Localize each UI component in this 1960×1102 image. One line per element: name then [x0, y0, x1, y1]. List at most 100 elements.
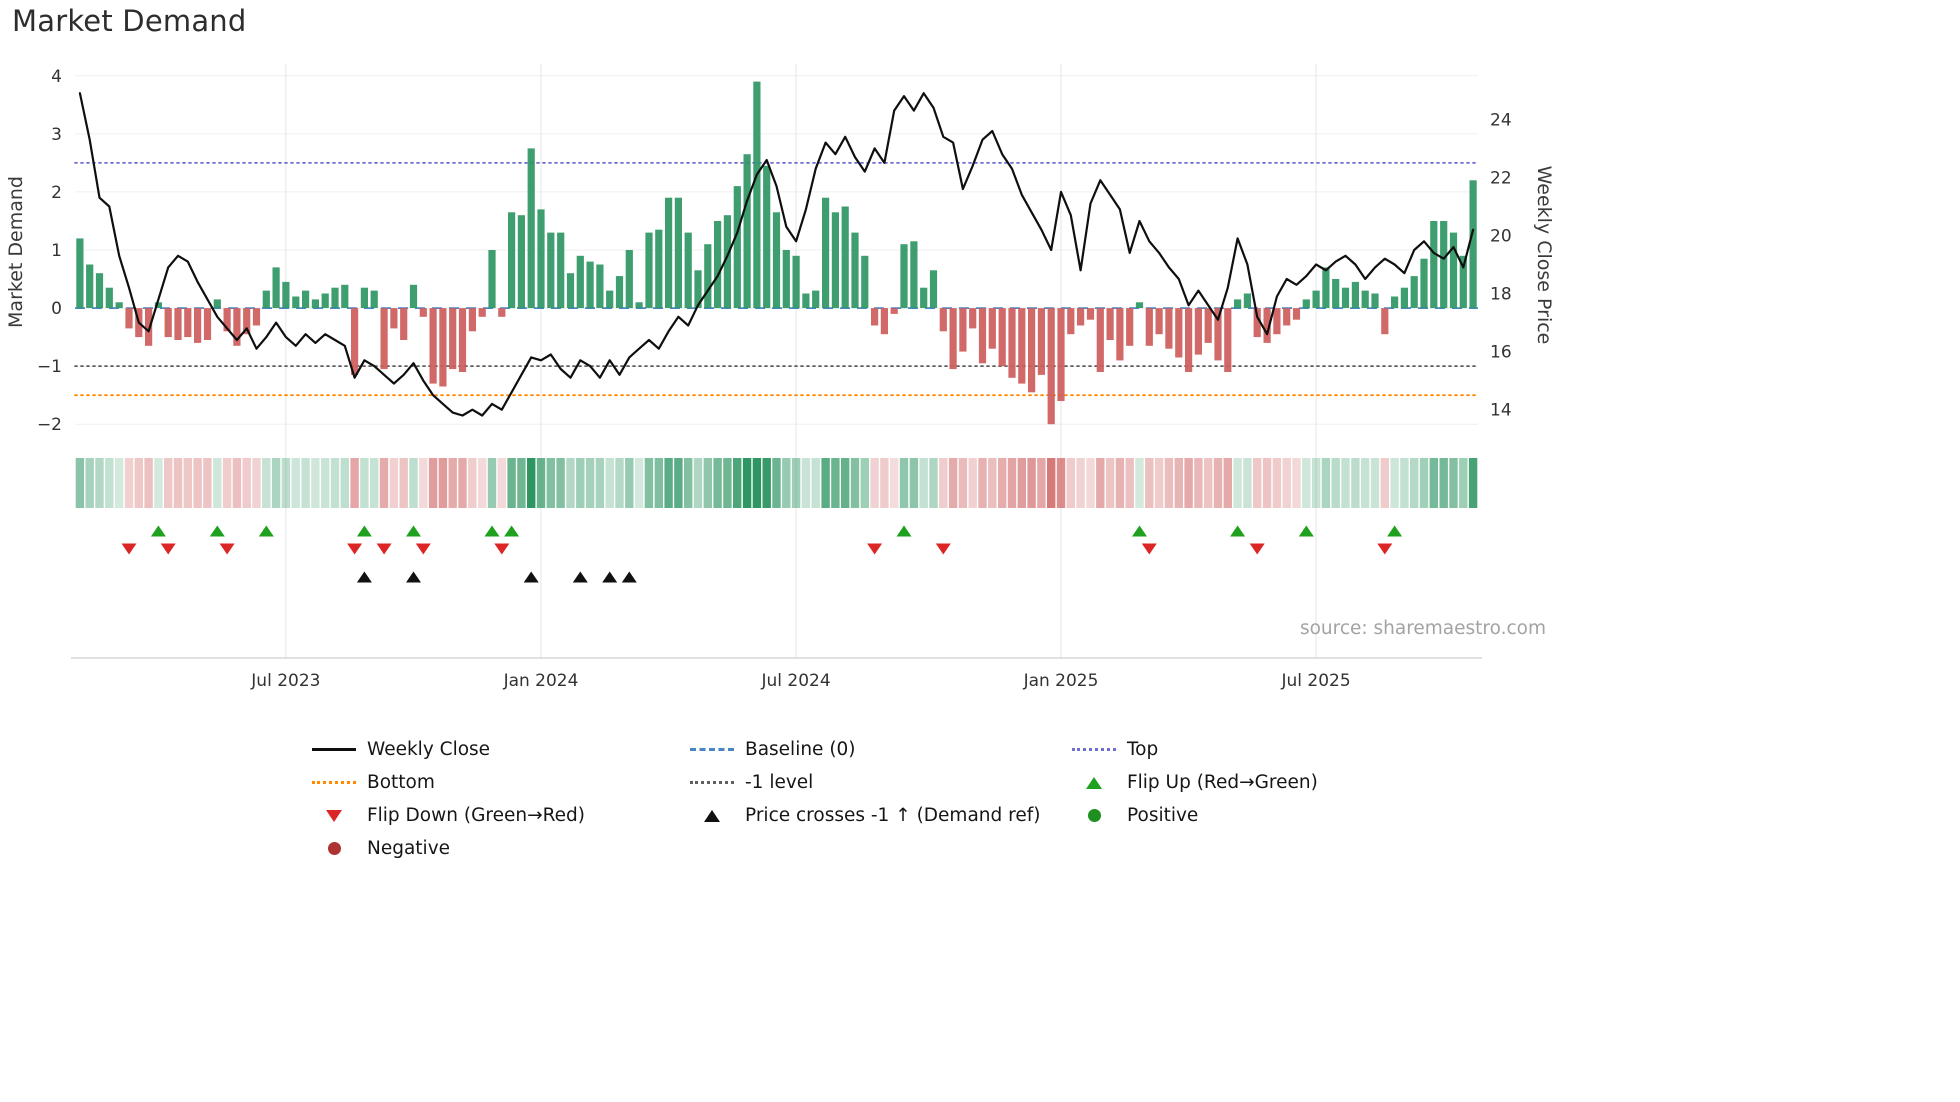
heatmap-cell: [625, 458, 634, 508]
demand-bar: [527, 148, 535, 309]
heatmap-cell: [75, 458, 85, 508]
heatmap-cell: [428, 458, 438, 508]
demand-bar: [998, 308, 1006, 367]
legend: Weekly Close Baseline (0) Top Bottom -1 leve…: [310, 737, 1500, 861]
heatmap-cell: [321, 458, 330, 508]
demand-bar: [449, 308, 457, 370]
flip-up-markers: [150, 525, 1403, 537]
legend-item-flip-down-green-red: Flip Down (Green→Red): [310, 803, 688, 828]
flip-up-marker: [484, 525, 500, 537]
heatmap-cell: [1037, 458, 1046, 508]
heatmap-cell: [713, 458, 722, 508]
heatmap-cell: [1253, 458, 1262, 508]
flip-up-marker: [150, 525, 166, 537]
page-title: Market Demand: [12, 4, 247, 38]
heatmap-cell: [939, 458, 948, 508]
legend-label: Price crosses -1 ↑ (Demand ref): [745, 805, 1041, 826]
demand-bar: [714, 221, 722, 309]
demand-bar: [1459, 255, 1467, 309]
demand-bar: [880, 308, 888, 335]
demand-bar: [792, 255, 800, 309]
heatmap-cell: [1390, 458, 1399, 508]
demand-bar: [1018, 308, 1026, 384]
demand-bar: [890, 308, 898, 314]
y-tick-left: 1: [51, 241, 62, 261]
demand-bar: [1155, 308, 1163, 335]
heatmap-cell: [1449, 458, 1458, 508]
dotted-glyph: [312, 781, 356, 784]
legend-label: Positive: [1127, 805, 1199, 826]
demand-bar: [164, 308, 172, 338]
heatmap-cell: [615, 458, 624, 508]
heatmap-cell: [1410, 458, 1419, 508]
demand-bar: [831, 212, 839, 309]
demand-bar: [1400, 287, 1408, 308]
flip-up-marker: [356, 525, 372, 537]
left-axis-label: Market Demand: [5, 176, 27, 328]
heatmap-cell: [1115, 458, 1125, 508]
heatmap-cell: [1105, 458, 1115, 508]
heatmap-cell: [134, 458, 143, 508]
demand-bar: [439, 308, 447, 387]
legend-item-price-crosses-1-demand-ref: Price crosses -1 ↑ (Demand ref): [688, 803, 1070, 828]
source-attribution: source: sharemaestro.com: [1300, 618, 1546, 639]
heatmap-cell: [360, 458, 369, 508]
heatmap-cell: [478, 458, 487, 508]
y-tick-left: 4: [51, 67, 62, 87]
heatmap-cell: [517, 458, 526, 508]
heatmap-cell: [772, 458, 781, 508]
heatmap-cell: [899, 458, 909, 508]
legend-item-1-level: -1 level: [688, 770, 1070, 795]
flip-down-marker: [494, 543, 510, 555]
heatmap-cell: [1272, 458, 1282, 508]
demand-bar: [723, 215, 731, 309]
flip-up-marker: [504, 525, 520, 537]
demand-bar: [517, 215, 525, 309]
heatmap-cell: [664, 458, 673, 508]
demand-bar: [615, 276, 624, 308]
heatmap-cell: [95, 458, 104, 508]
legend-item-negative: Negative: [310, 836, 688, 861]
heatmap-cell: [1243, 458, 1252, 508]
legend-label: -1 level: [745, 772, 814, 793]
heatmap-cell: [762, 458, 771, 508]
demand-bar: [1273, 308, 1281, 335]
demand-bar: [988, 308, 996, 349]
dotted-symbol: [310, 781, 358, 784]
flip-down-marker: [1141, 543, 1157, 555]
demand-bar: [1253, 308, 1261, 338]
heatmap-cell: [1066, 458, 1075, 508]
demand-bar: [1067, 308, 1075, 335]
heatmap-cell: [193, 458, 202, 508]
heatmap-cell: [1233, 458, 1242, 508]
demand-bar: [1145, 308, 1153, 346]
heatmap-cell: [988, 458, 997, 508]
legend-label: Negative: [367, 838, 451, 859]
flip-down-marker: [376, 543, 392, 555]
heatmap-cell: [232, 458, 242, 508]
heatmap-cell: [1351, 458, 1360, 508]
demand-bar: [272, 267, 280, 308]
heatmap-cell: [556, 458, 565, 508]
legend-item-top: Top: [1070, 737, 1500, 762]
heatmap-cell: [1400, 458, 1409, 508]
legend-item-baseline-0: Baseline (0): [688, 737, 1070, 762]
heatmap-cell: [144, 458, 153, 508]
heatmap-cell: [330, 458, 340, 508]
heatmap-cell: [880, 458, 889, 508]
heatmap-cell: [242, 458, 251, 508]
heatmap-cell: [693, 458, 703, 508]
demand-bar: [635, 302, 643, 309]
flip-down-marker: [347, 543, 363, 555]
demand-bar: [920, 287, 928, 308]
heatmap-cell: [507, 458, 516, 508]
demand-bar: [606, 290, 614, 308]
demand-bar: [871, 308, 879, 326]
demand-bar: [1224, 308, 1232, 372]
heatmap-cell: [841, 458, 850, 508]
flip-up-marker: [1132, 525, 1147, 537]
heatmap-cell: [1213, 458, 1223, 508]
heatmap-cell: [929, 458, 938, 508]
y-tick-right: 22: [1490, 168, 1512, 188]
demand-bar: [1135, 302, 1144, 309]
